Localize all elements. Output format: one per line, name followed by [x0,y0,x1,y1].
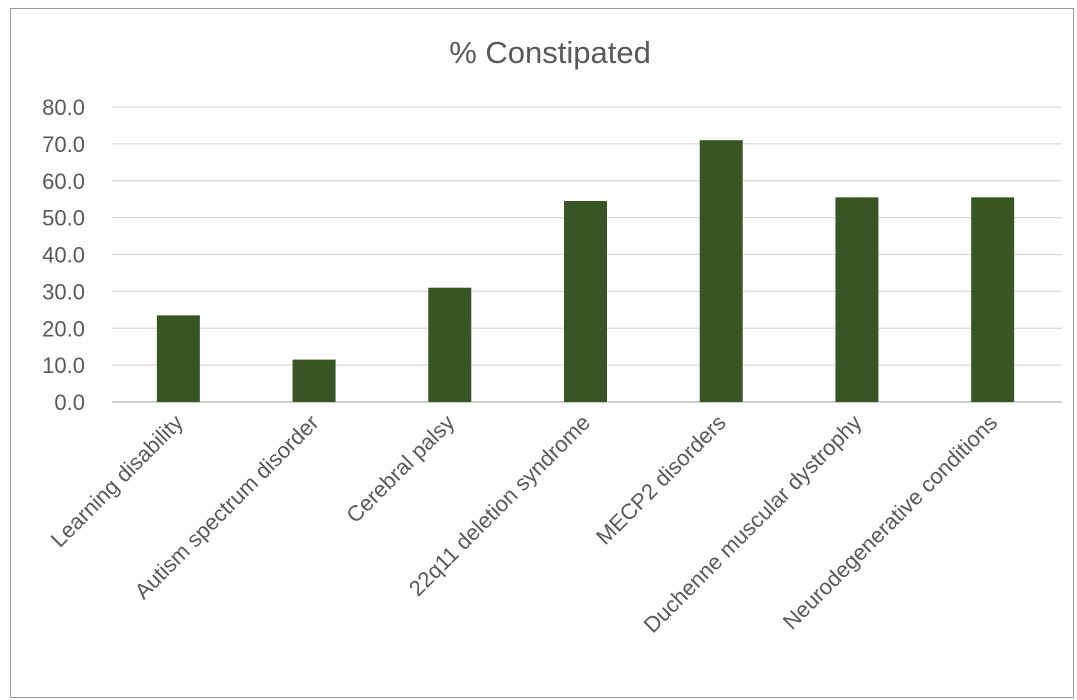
x-tick-label: Neurodegenerative conditions [778,410,1002,634]
bar [156,315,200,402]
bar [564,201,607,402]
y-axis-ticks: 0.0 10.0 20.0 30.0 40.0 50.0 60.0 70.0 80.0 [42,95,85,415]
bar [292,359,336,402]
y-tick-label: 40.0 [42,243,85,268]
bar [699,140,743,402]
x-tick-label: Cerebral palsy [341,410,459,528]
y-tick-label: 0.0 [54,390,85,415]
x-tick-label: MECP2 disorders [591,410,731,550]
y-tick-label: 60.0 [42,169,85,194]
bars [156,140,1015,402]
y-tick-label: 30.0 [42,279,85,304]
y-tick-label: 20.0 [42,316,85,341]
y-tick-label: 80.0 [42,95,85,120]
x-tick-label: Duchenne muscular dystrophy [639,410,867,638]
y-tick-label: 70.0 [42,132,85,157]
y-tick-label: 50.0 [42,206,85,231]
x-tick-label: Learning disability [46,410,188,552]
bar [428,287,472,402]
y-tick-label: 10.0 [42,353,85,378]
chart-title: % Constipated [449,35,651,70]
bar [835,197,879,402]
bar [971,197,1015,402]
